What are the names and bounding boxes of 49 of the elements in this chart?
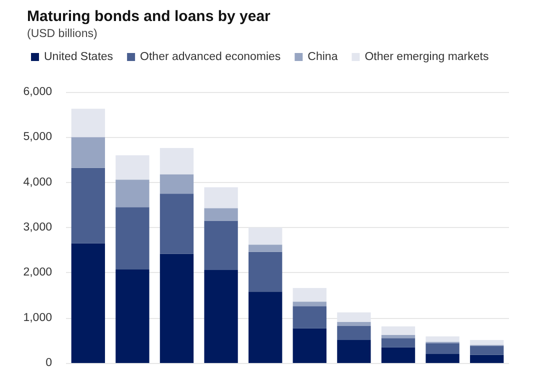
bar — [426, 343, 460, 354]
bar — [470, 340, 504, 345]
bar — [71, 168, 105, 244]
y-tick-label: 0 — [46, 357, 52, 369]
bar — [381, 326, 416, 335]
y-tick-label: 6,000 — [23, 86, 52, 98]
y-tick-label: 4,000 — [23, 176, 52, 188]
bar — [248, 244, 282, 252]
legend-label: China — [308, 51, 338, 63]
bar — [204, 208, 238, 221]
bar — [426, 336, 460, 342]
bar — [337, 326, 371, 340]
bar — [248, 252, 282, 292]
bar — [381, 347, 416, 363]
bar — [116, 155, 150, 180]
y-tick-label: 2,000 — [23, 266, 52, 279]
legend-label: United States — [44, 51, 114, 63]
bar — [71, 108, 105, 138]
bar — [292, 328, 326, 363]
bar — [292, 302, 326, 306]
bar — [381, 338, 416, 348]
bar — [292, 306, 326, 328]
bar — [71, 137, 105, 168]
bar — [470, 354, 504, 363]
chart-title: Maturing bonds and loans by year — [27, 8, 271, 25]
bar — [116, 270, 150, 363]
chart-subtitle: (USD billions) — [27, 28, 98, 40]
bar — [160, 194, 194, 254]
y-tick-label: 1,000 — [23, 312, 52, 324]
bar — [248, 292, 282, 363]
y-tick-label: 5,000 — [23, 131, 52, 144]
y-tick-label: 3,000 — [23, 222, 52, 234]
bar — [116, 207, 150, 270]
bar — [381, 334, 416, 338]
bar — [337, 322, 371, 326]
bar — [292, 288, 326, 302]
bar — [71, 243, 105, 363]
bar — [116, 180, 150, 208]
bar — [204, 270, 238, 363]
legend-label: Other advanced economies — [140, 51, 281, 63]
bar — [337, 340, 371, 363]
bar — [160, 148, 194, 174]
bar — [204, 187, 238, 208]
legend-label: Other emerging markets — [364, 51, 489, 63]
bar — [160, 254, 194, 363]
bar — [470, 346, 504, 355]
bar — [160, 174, 194, 194]
bar — [426, 354, 460, 363]
bar — [204, 220, 238, 270]
